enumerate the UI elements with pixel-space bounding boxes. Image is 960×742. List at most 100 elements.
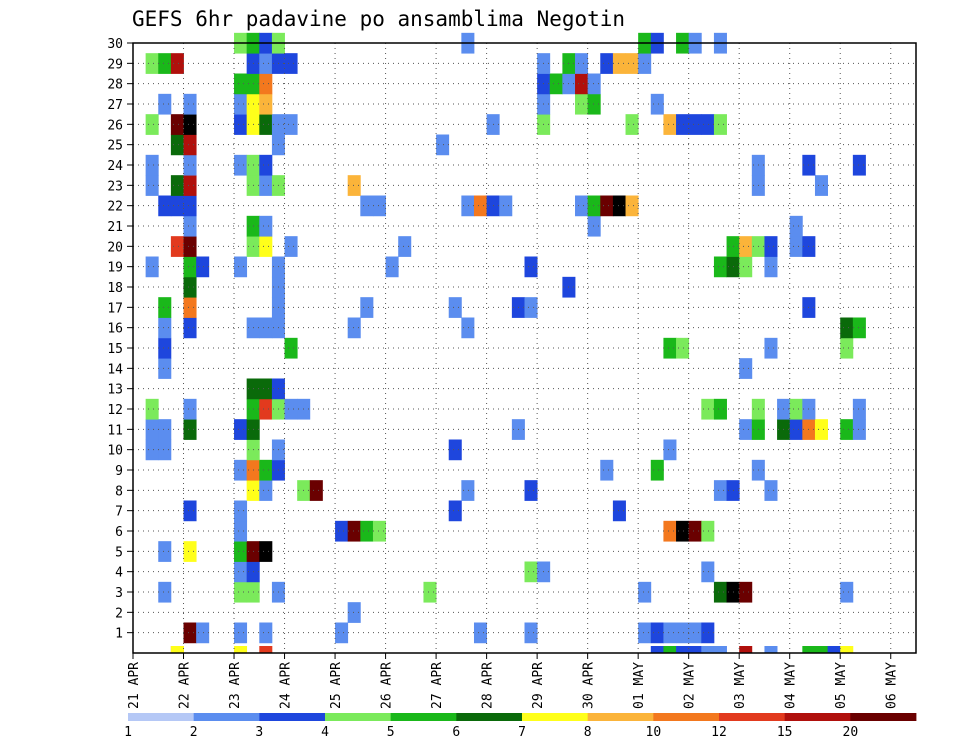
heatmap-cell [676,114,690,135]
heatmap-cell [713,256,727,278]
heatmap-cell [158,541,172,562]
heatmap-cell [524,561,538,583]
y-tick-label: 14 [107,362,123,377]
heatmap-cell [663,337,677,359]
heatmap-cell [284,114,298,135]
heatmap-cell [259,317,273,339]
x-tick-label: 29 APR [531,662,546,709]
heatmap-cell [461,195,475,217]
heatmap-cell [814,419,828,440]
heatmap-cell [676,337,690,359]
heatmap-cell [158,419,172,440]
x-tick-label: 26 APR [380,662,395,709]
heatmap-cell [713,398,727,420]
heatmap-cell [676,520,690,542]
x-tick-label: 27 APR [430,662,445,709]
y-tick-label: 25 [107,139,123,154]
heatmap-cell [234,622,248,644]
heatmap-cell [158,53,172,74]
heatmap-cell [461,317,475,339]
heatmap-cell [398,236,412,257]
heatmap-cell [259,114,273,135]
heatmap-cell [575,195,589,217]
colorbar-swatch [193,713,260,721]
heatmap-cell [827,646,841,654]
heatmap-cell [713,646,727,654]
heatmap-cell [259,215,273,237]
heatmap-cell [436,134,450,156]
heatmap-cell [309,480,323,501]
heatmap-cell [183,398,197,420]
heatmap-cell [852,317,866,339]
y-tick-label: 8 [115,484,123,499]
heatmap-cell [259,646,273,654]
heatmap-cell [347,175,361,196]
heatmap-cell [145,114,159,135]
heatmap-cell [789,215,803,237]
heatmap-cell [360,195,374,217]
colorbar-swatch [522,713,589,721]
heatmap-cell [145,439,159,461]
heatmap-cell [158,93,172,115]
heatmap-cell [575,73,589,95]
heatmap-cell [234,561,248,583]
y-tick-label: 11 [107,423,123,438]
heatmap-cell [234,646,248,654]
heatmap-cell [196,622,210,644]
colorbar-label: 3 [255,725,263,740]
heatmap-cell [587,215,601,237]
heatmap-cell [814,646,828,654]
heatmap-cell [196,256,210,278]
heatmap-cell [713,581,727,603]
heatmap-cell [170,236,184,257]
y-tick-label: 3 [115,586,123,601]
heatmap-cell [638,622,652,644]
heatmap-cell [701,646,715,654]
heatmap-cell [688,622,702,644]
y-tick-label: 5 [115,545,123,560]
heatmap-cell [259,378,273,400]
colorbar-label: 7 [518,725,526,740]
heatmap-cell [600,53,614,74]
heatmap-cell [638,53,652,74]
heatmap-cell [170,134,184,156]
heatmap-cell [347,520,361,542]
heatmap-cell [524,480,538,501]
x-tick-label: 23 APR [228,662,243,709]
heatmap-cell [183,541,197,562]
heatmap-cell [183,154,197,176]
y-tick-label: 21 [107,220,123,235]
heatmap-cell [713,480,727,501]
y-tick-label: 30 [107,37,123,52]
y-tick-label: 28 [107,78,123,93]
heatmap-cell [183,195,197,217]
heatmap-cell [448,500,462,522]
heatmap-cell [739,581,753,603]
heatmap-cell [612,53,626,74]
heatmap-cell [524,297,538,318]
y-tick-label: 12 [107,403,123,418]
heatmap-cell [183,93,197,115]
heatmap-cell [663,114,677,135]
heatmap-cell [852,154,866,176]
heatmap-cell [259,398,273,420]
heatmap-cell [764,480,778,501]
heatmap-cell [575,53,589,74]
x-tick-label: 25 APR [329,662,344,709]
heatmap-cell [158,195,172,217]
colorbar-swatch [390,713,457,721]
heatmap-cell [284,53,298,74]
heatmap-cell [650,622,664,644]
heatmap-cell [183,622,197,644]
y-tick-label: 15 [107,342,123,357]
heatmap-cell [789,398,803,420]
colorbar-label: 4 [321,725,329,740]
x-tick-label: 04 MAY [784,662,799,709]
heatmap-cell [650,646,664,654]
heatmap-cell [814,175,828,196]
x-tick-label: 21 APR [127,662,142,709]
heatmap-cell [663,439,677,461]
y-tick-label: 27 [107,98,123,113]
